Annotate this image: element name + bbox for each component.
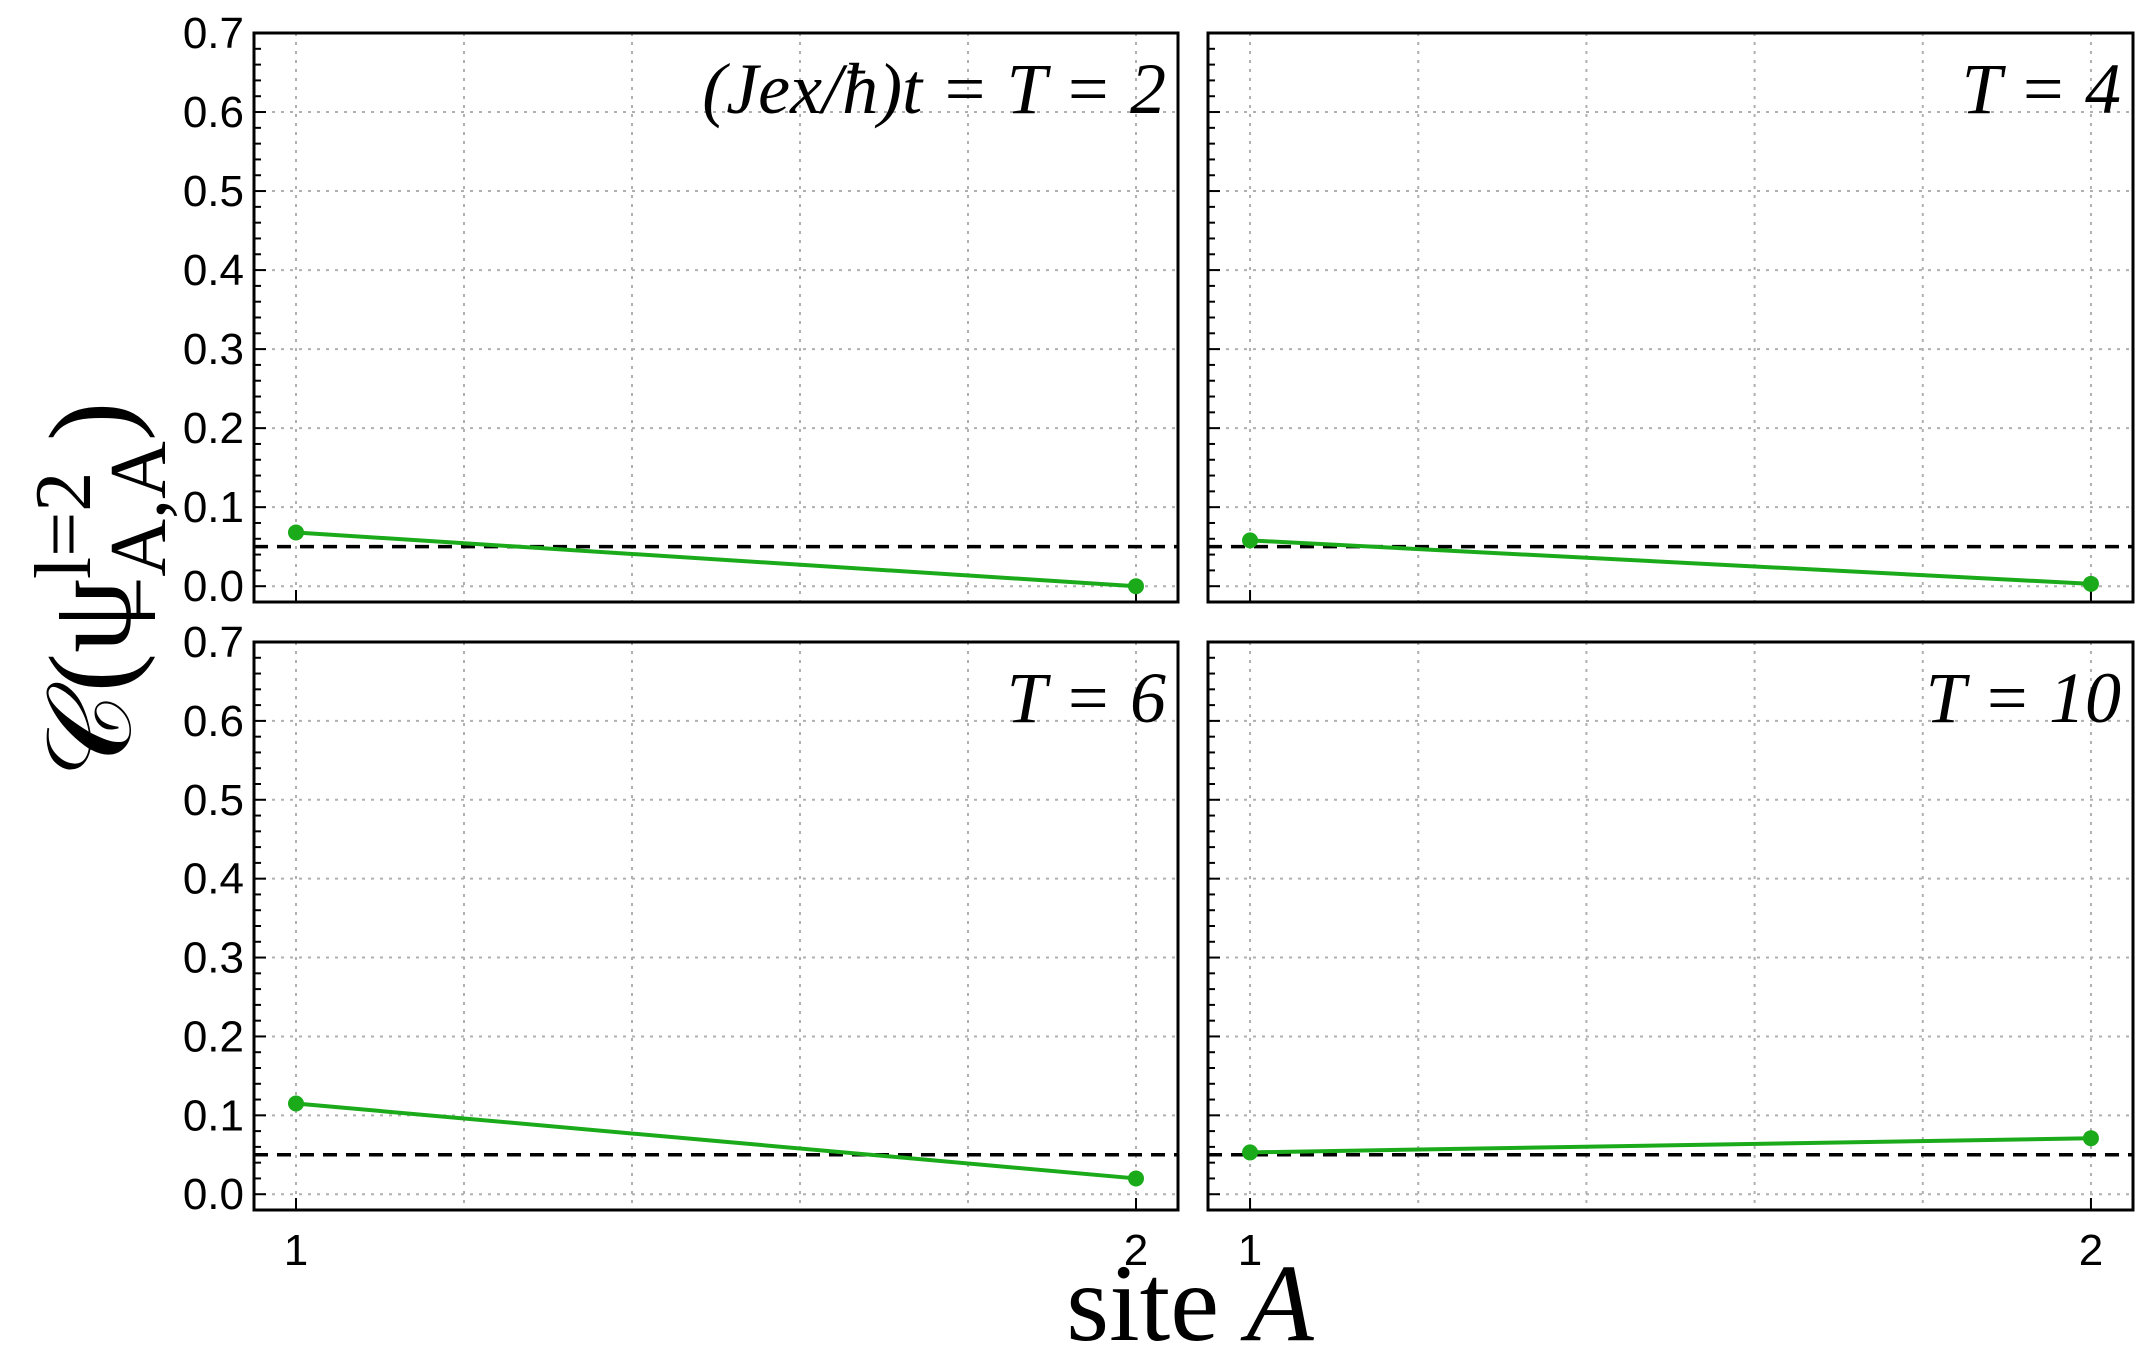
y-tick-label: 0.4: [183, 855, 244, 904]
y-tick-label: 0.1: [183, 483, 244, 532]
panel-frame: [1206, 640, 2135, 1212]
panel-label: T = 4: [1962, 49, 2121, 129]
y-tick-label: 0.1: [183, 1091, 244, 1140]
data-point: [1242, 1144, 1259, 1161]
panel-frame: [1206, 31, 2135, 604]
y-tick-label: 0.4: [183, 246, 244, 295]
y-tick-label: 0.7: [183, 618, 244, 667]
y-tick-label: 0.2: [183, 404, 244, 453]
x-tick-label: 1: [1238, 1226, 1262, 1275]
x-tick-label: 1: [284, 1226, 308, 1275]
panel-4: 1 2 T = 10: [1206, 640, 2135, 1275]
panel-3: 0.0 0.1 0.2 0.3 0.4 0.5 0.6 0.7 1 2 T = 6: [183, 618, 1180, 1275]
x-axis-title-prefix: site: [1066, 1242, 1219, 1356]
y-axis-title-sub: −A,A: [95, 441, 183, 622]
panel-label: T = 10: [1926, 658, 2121, 738]
panel-2: T = 4: [1206, 31, 2135, 604]
panel-label: T = 6: [1007, 658, 1166, 738]
y-tick-label: 0.7: [183, 9, 244, 58]
data-point: [288, 1095, 304, 1112]
series-line: [295, 1101, 1137, 1181]
data-point: [288, 524, 304, 541]
y-tick-label: 0.2: [183, 1012, 244, 1061]
x-tick-label: 2: [1124, 1226, 1148, 1275]
x-axis-title-var: A: [1240, 1242, 1315, 1356]
panel-1: 0.0 0.1 0.2 0.3 0.4 0.5 0.6 0.7 (Jex/ħ)t = T = 2: [183, 9, 1180, 611]
y-tick-label: 0.6: [183, 697, 244, 746]
series-line: [1250, 1136, 2091, 1155]
y-axis-title: 𝒞(ψl=2−A,A): [20, 402, 183, 779]
y-tick-label: 0.6: [183, 88, 244, 137]
y-tick-label: 0.0: [183, 1170, 244, 1219]
y-axis-title-close: ): [25, 402, 156, 441]
panels: 0.0 0.1 0.2 0.3 0.4 0.5 0.6 0.7 (Jex/ħ)t = T = 2…: [183, 9, 2135, 1275]
y-axis-title-sup: l=2: [20, 472, 108, 579]
panel-frame: [252, 31, 1180, 604]
panel-label: (Jex/ħ)t = T = 2: [702, 49, 1166, 129]
y-tick-label: 0.3: [183, 325, 244, 374]
panel-frame: [252, 640, 1180, 1212]
data-point: [1128, 1170, 1144, 1187]
data-point: [2082, 1130, 2099, 1147]
y-tick-label: 0.3: [183, 934, 244, 983]
y-tick-label: 0.5: [183, 167, 244, 216]
data-point: [1242, 532, 1259, 549]
y-tick-label: 0.5: [183, 776, 244, 825]
y-axis-title-main: 𝒞(ψ: [25, 579, 156, 778]
data-point: [2082, 575, 2099, 592]
x-tick-label: 2: [2079, 1226, 2103, 1275]
data-point: [1128, 578, 1144, 595]
series-line: [295, 530, 1137, 589]
series-line: [1249, 538, 2092, 586]
y-tick-label: 0.0: [183, 562, 244, 611]
x-axis-title: site A: [1066, 1242, 1314, 1356]
